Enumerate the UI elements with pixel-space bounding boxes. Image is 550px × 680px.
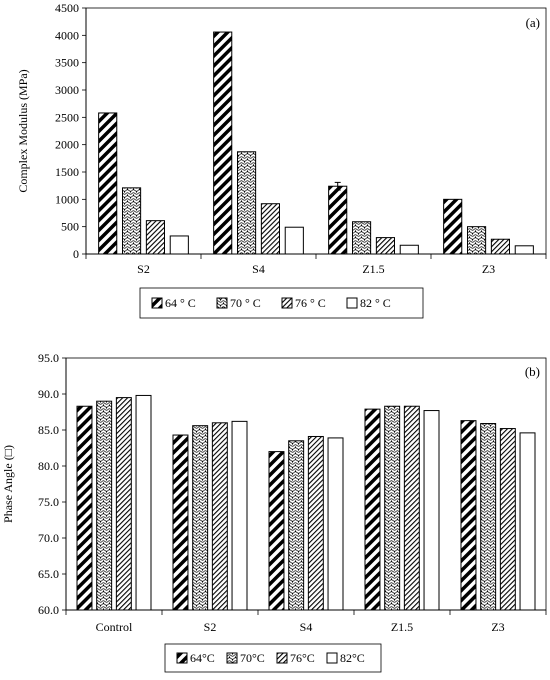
panel-b-y-axis-title: Phase Angle (□)	[1, 445, 15, 523]
y-tick-label: 65.0	[38, 567, 59, 581]
legend-swatch	[226, 652, 238, 664]
panel-b-chart: (b) Phase Angle (□) 60.0 65.0 70.0 75.0 80.0…	[1, 351, 547, 673]
legend-swatch	[281, 297, 293, 309]
y-tick-label: 2500	[55, 110, 79, 124]
y-tick-label: 70.0	[38, 531, 59, 545]
x-tick-label: S4	[252, 262, 265, 276]
panel-a-x-ticks: S2 S4 Z1.5 Z3	[85, 8, 547, 276]
bar-z15-s1	[384, 405, 401, 611]
panel-a-bars	[98, 31, 534, 255]
panel-a-chart: (a) Complex Modulus (MPa) 0 500 1000 1500 20…	[16, 1, 547, 319]
bar-s4-s1	[288, 440, 305, 611]
bar-control-s2	[115, 397, 132, 611]
bar-s2-s1	[122, 187, 142, 255]
panel-b-x-ticks: Control S2 S4 Z1.5 Z3	[65, 358, 547, 634]
legend-label: 82°C	[340, 651, 365, 665]
legend-swatch	[176, 652, 188, 664]
panel-b-label: (b)	[525, 364, 540, 379]
bar-s4-s3	[327, 437, 344, 611]
bar-z3-s2	[490, 238, 510, 255]
panel-b-y-ticks: 60.0 65.0 70.0 75.0 80.0 85.0 90.0 95.0	[38, 351, 66, 617]
bar-s2-s3	[169, 235, 189, 255]
bar-s2-s2	[211, 422, 228, 611]
bar-z15-s2	[375, 237, 395, 255]
bar-s2-s1	[192, 425, 209, 611]
bar-z3-s0	[443, 198, 463, 255]
legend-swatch	[216, 297, 228, 309]
bar-z15-s3	[399, 244, 419, 255]
y-tick-label: 0	[73, 247, 79, 261]
x-tick-label: S2	[137, 262, 150, 276]
y-tick-label: 95.0	[38, 351, 59, 365]
bar-z3-s0	[460, 420, 477, 611]
y-tick-label: 4000	[55, 28, 79, 42]
bar-z3-s3	[514, 245, 534, 255]
legend-label: 70°C	[240, 651, 265, 665]
legend-label: 64 ° C	[165, 296, 196, 310]
bar-control-s3	[135, 394, 152, 611]
legend-swatch	[326, 652, 338, 664]
panel-a-plot-frame	[85, 7, 547, 255]
y-tick-label: 90.0	[38, 387, 59, 401]
panel-a-label: (a)	[526, 15, 540, 30]
bar-s2-s0	[172, 434, 189, 611]
bar-s4-s0	[268, 451, 285, 611]
bar-s2-s2	[145, 220, 165, 255]
panel-a-y-ticks: 0 500 1000 1500 2000 2500 3000 3500 4000 4500	[55, 1, 86, 261]
x-tick-label: Z3	[491, 620, 504, 634]
bar-s2-s3	[231, 420, 248, 611]
y-tick-label: 75.0	[38, 495, 59, 509]
legend-label: 76°C	[290, 651, 315, 665]
y-tick-label: 1000	[55, 192, 79, 206]
x-tick-label: S2	[204, 620, 217, 634]
legend-swatch	[276, 652, 288, 664]
panel-b-legend: 64°C 70°C 76°C 82°C	[164, 643, 382, 673]
legend-swatch	[346, 297, 358, 309]
bar-s2-s0	[98, 112, 118, 255]
y-tick-label: 60.0	[38, 603, 59, 617]
bar-z15-s0	[364, 408, 381, 611]
y-tick-label: 3500	[55, 56, 79, 70]
y-tick-label: 500	[61, 220, 79, 234]
y-tick-label: 1500	[55, 165, 79, 179]
legend-label: 82 ° C	[360, 296, 391, 310]
panel-b-bars	[76, 394, 536, 611]
x-tick-label: Z3	[482, 262, 495, 276]
panel-a-y-axis-title: Complex Modulus (MPa)	[16, 69, 30, 192]
bar-s4-s2	[307, 435, 324, 611]
bar-z15-s3	[423, 410, 440, 611]
legend-box	[164, 643, 382, 673]
x-tick-label: Z1.5	[391, 620, 413, 634]
y-tick-label: 4500	[55, 1, 79, 15]
legend-label: 76 ° C	[295, 296, 326, 310]
panel-a-legend: 64 ° C 70 ° C 76 ° C 82 ° C	[139, 287, 424, 319]
x-tick-label: Control	[96, 620, 133, 634]
bar-s4-s2	[260, 203, 280, 255]
bar-z3-s3	[519, 432, 536, 611]
y-tick-label: 80.0	[38, 459, 59, 473]
legend-label: 70 ° C	[230, 296, 261, 310]
bar-z3-s1	[480, 423, 497, 611]
bar-s4-s0	[213, 31, 233, 255]
x-tick-label: S4	[300, 620, 313, 634]
bar-control-s0	[76, 405, 93, 611]
bar-z3-s2	[499, 428, 516, 611]
legend-label: 64°C	[190, 651, 215, 665]
bar-control-s1	[96, 400, 113, 611]
y-tick-label: 2000	[55, 138, 79, 152]
bar-z3-s1	[467, 226, 487, 255]
bar-z15-s1	[352, 221, 372, 255]
legend-swatch	[151, 297, 163, 309]
y-tick-label: 3000	[55, 83, 79, 97]
bar-z15-s2	[403, 405, 420, 611]
bar-s4-s1	[237, 151, 257, 255]
bar-s4-s3	[284, 226, 304, 255]
x-tick-label: Z1.5	[362, 262, 384, 276]
bar-z15-s0	[328, 185, 348, 255]
y-tick-label: 85.0	[38, 423, 59, 437]
